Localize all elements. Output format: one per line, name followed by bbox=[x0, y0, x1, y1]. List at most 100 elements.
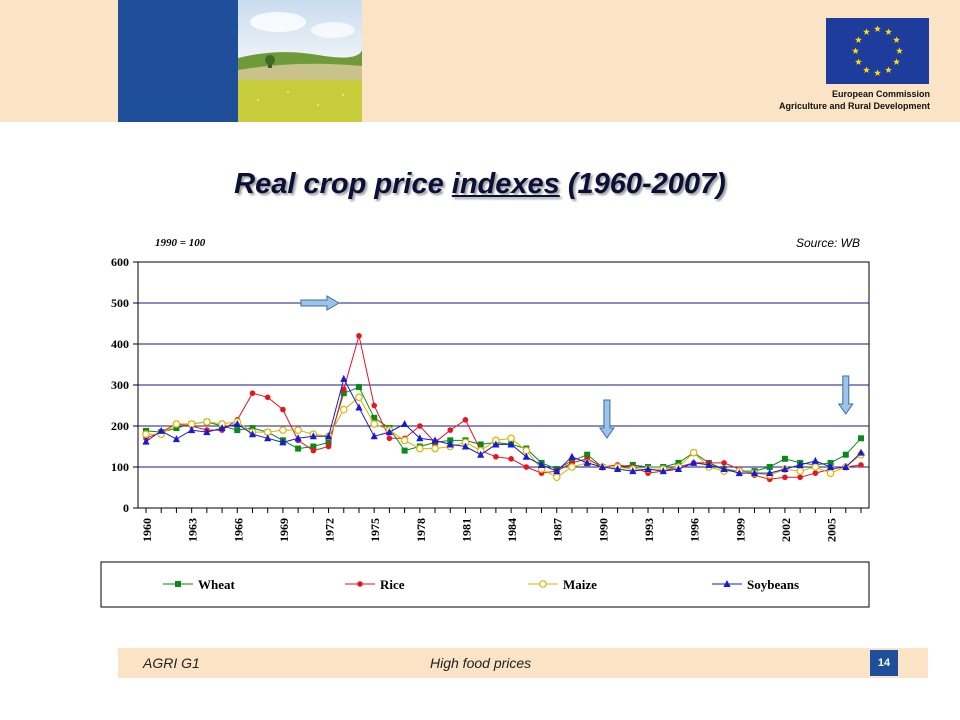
data-point-maize bbox=[294, 426, 302, 434]
footer-bar bbox=[118, 648, 928, 678]
data-point-soybeans bbox=[522, 452, 530, 460]
data-point-soybeans bbox=[720, 465, 728, 473]
data-point-soybeans bbox=[248, 430, 257, 438]
data-point-maize bbox=[568, 463, 576, 471]
legend-marker bbox=[539, 580, 547, 588]
data-point-maize bbox=[203, 418, 211, 426]
x-tick-label: 1960 bbox=[140, 518, 154, 542]
data-point-rice bbox=[858, 462, 864, 468]
data-point-soybeans bbox=[492, 440, 500, 448]
data-point-wheat bbox=[325, 439, 332, 446]
legend-marker bbox=[723, 580, 731, 587]
data-point-soybeans bbox=[142, 437, 150, 445]
data-point-rice bbox=[371, 402, 377, 409]
eu-star-icon bbox=[863, 66, 870, 73]
data-point-soybeans bbox=[553, 467, 561, 475]
data-point-soybeans bbox=[842, 463, 850, 470]
data-point-soybeans bbox=[294, 434, 302, 442]
data-point-rice bbox=[493, 453, 499, 460]
data-point-rice bbox=[508, 456, 514, 462]
data-point-soybeans bbox=[461, 442, 470, 450]
data-point-rice bbox=[721, 460, 727, 466]
series-group bbox=[142, 333, 865, 483]
data-point-soybeans bbox=[355, 403, 363, 411]
eu-star-icon bbox=[852, 47, 859, 54]
data-point-wheat bbox=[355, 384, 362, 391]
data-point-wheat bbox=[340, 390, 347, 397]
data-point-maize bbox=[416, 444, 424, 453]
data-point-soybeans bbox=[279, 438, 287, 446]
data-point-soybeans bbox=[385, 428, 394, 436]
y-tick-label: 600 bbox=[111, 255, 129, 269]
footer-topic: High food prices bbox=[430, 655, 532, 671]
data-point-rice bbox=[417, 423, 423, 429]
data-point-soybeans bbox=[735, 469, 743, 477]
x-tick-label: 2005 bbox=[825, 518, 839, 542]
data-point-rice bbox=[523, 464, 530, 470]
x-tick-label: 1981 bbox=[459, 518, 473, 542]
x-tick-label: 2002 bbox=[779, 518, 793, 542]
x-tick-label: 1993 bbox=[642, 518, 656, 542]
eu-star-icon bbox=[863, 28, 870, 35]
data-point-soybeans bbox=[416, 434, 424, 442]
data-point-maize bbox=[811, 463, 820, 471]
eu-star-icon bbox=[885, 66, 892, 73]
x-tick-label: 1987 bbox=[551, 518, 565, 542]
data-point-rice bbox=[782, 474, 788, 481]
data-point-wheat bbox=[249, 425, 256, 432]
y-tick-label: 400 bbox=[111, 337, 129, 351]
y-tick-label: 100 bbox=[111, 460, 129, 474]
data-point-maize bbox=[355, 393, 363, 402]
legend-item-soybeans: Soybeans bbox=[712, 577, 799, 592]
arrow-markers bbox=[300, 295, 854, 439]
data-point-soybeans bbox=[401, 419, 409, 427]
data-point-rice bbox=[340, 386, 347, 392]
y-tick-label: 300 bbox=[111, 378, 129, 392]
data-point-soybeans bbox=[507, 440, 515, 448]
y-tick-label: 500 bbox=[111, 296, 129, 310]
legend-marker bbox=[357, 581, 363, 587]
footer-department: AGRI G1 bbox=[143, 655, 200, 671]
data-point-wheat bbox=[842, 451, 849, 458]
data-point-rice bbox=[310, 447, 317, 454]
eu-star-icon bbox=[893, 58, 900, 65]
data-point-soybeans bbox=[157, 426, 165, 434]
data-point-maize bbox=[142, 430, 150, 439]
data-point-rice bbox=[249, 390, 256, 397]
data-point-soybeans bbox=[659, 467, 667, 475]
data-point-soybeans bbox=[446, 440, 454, 448]
x-tick-label: 1984 bbox=[505, 518, 519, 542]
data-point-soybeans bbox=[613, 465, 622, 473]
y-tick-label: 200 bbox=[111, 419, 129, 433]
chart-note: 1990 = 100 bbox=[155, 237, 206, 249]
brand-block bbox=[118, 0, 238, 122]
legend-label: Rice bbox=[380, 577, 405, 592]
org-name: European Commission bbox=[831, 89, 930, 99]
legend-label: Maize bbox=[563, 577, 597, 592]
x-tick-label: 1966 bbox=[231, 518, 245, 542]
legend-label: Soybeans bbox=[747, 577, 799, 592]
data-point-soybeans bbox=[674, 465, 683, 473]
data-point-soybeans bbox=[188, 426, 196, 434]
eu-star-icon bbox=[855, 36, 862, 43]
legend-item-wheat: Wheat bbox=[163, 577, 236, 592]
data-point-soybeans bbox=[568, 452, 576, 460]
data-point-maize bbox=[826, 469, 835, 477]
data-point-soybeans bbox=[690, 458, 698, 466]
data-point-rice bbox=[264, 394, 271, 401]
data-point-soybeans bbox=[218, 424, 226, 432]
eu-star-icon bbox=[874, 69, 881, 76]
landscape-photo bbox=[238, 0, 362, 122]
data-point-wheat bbox=[781, 455, 788, 462]
arrow-right-icon bbox=[300, 295, 340, 311]
data-point-wheat bbox=[447, 437, 454, 444]
data-point-wheat bbox=[295, 445, 302, 452]
data-point-maize bbox=[339, 405, 348, 414]
data-point-wheat bbox=[675, 459, 682, 466]
series-line-soybeans bbox=[145, 377, 862, 474]
legend: Wheat Rice Maize Soybeans bbox=[163, 577, 799, 592]
data-point-rice bbox=[797, 474, 803, 481]
x-tick-label: 1978 bbox=[414, 518, 428, 542]
data-point-maize bbox=[796, 467, 804, 475]
